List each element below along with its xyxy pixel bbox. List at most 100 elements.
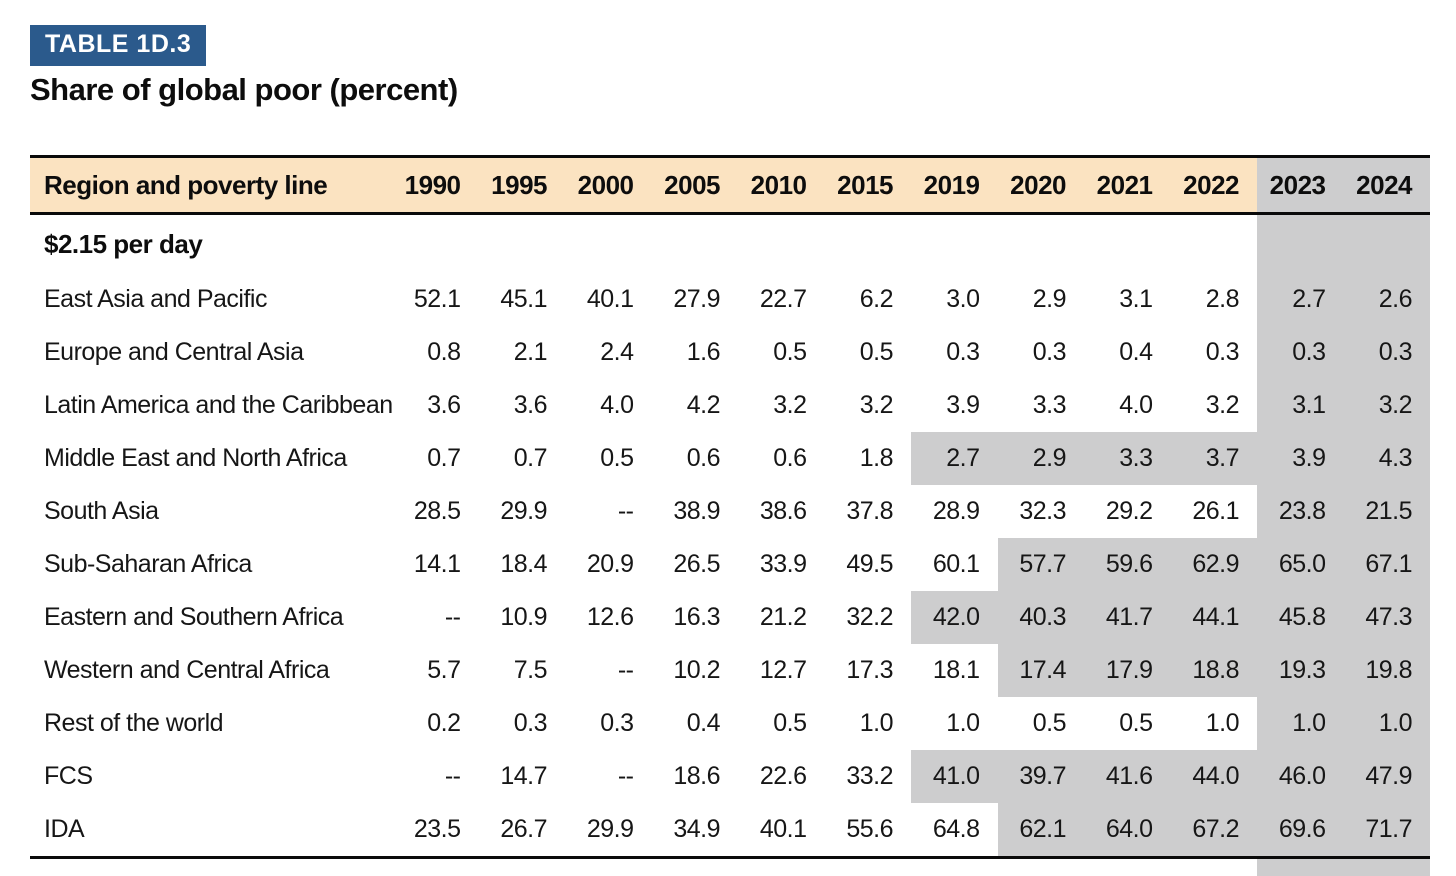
value-cell: 0.2 [427,709,461,737]
column-header-year: 1990 [392,156,479,215]
value-cell: 18.4 [500,550,547,578]
value-cell: 28.5 [413,497,461,525]
table-row: Western and Central Africa 5.7 7.5 -- 10.2 12… [30,644,1430,697]
value-cell: 1.6 [686,338,721,366]
column-header-year: 2023 [1257,156,1344,215]
value-cell: 29.9 [500,497,547,525]
value-cell: 0.3 [600,709,634,737]
value-cell: 26.1 [1192,497,1239,525]
column-header-year: 2021 [1084,156,1171,215]
row-label: Western and Central Africa [44,656,330,684]
share-of-global-poor-table: Region and poverty line 1990 1995 2000 2005… [30,155,1430,859]
value-cell: 0.5 [773,338,807,366]
value-cell: 0.5 [1119,709,1153,737]
value-cell: 64.0 [1084,803,1171,858]
value-cell: 0.4 [1119,338,1153,366]
value-cell: 47.9 [1343,750,1430,803]
value-cell: 44.0 [1170,750,1257,803]
value-cell: 40.1 [759,815,807,843]
value-cell: 33.9 [759,550,807,578]
value-cell: 39.7 [997,750,1084,803]
section-header-poverty-line: $2.15 per day [44,228,203,259]
empty-cell [565,214,652,274]
value-cell: 3.2 [859,391,894,419]
value-cell: 0.3 [513,709,548,737]
value-cell: 22.6 [759,762,807,790]
value-cell: 45.1 [500,285,547,313]
value-cell: 0.3 [1032,338,1067,366]
table-row: Rest of the world 0.2 0.3 0.3 0.4 0.5 1.0 1.0 0.… [30,697,1430,750]
value-cell: 6.2 [859,285,894,313]
value-cell: 2.9 [1032,285,1067,313]
value-cell: 37.8 [846,497,893,525]
value-cell: 17.9 [1084,644,1171,697]
table-row: Sub-Saharan Africa 14.1 18.4 20.9 26.5 33.9 49… [30,538,1430,591]
value-cell: 12.7 [759,656,807,684]
value-cell: 1.0 [859,709,894,737]
value-cell: 3.1 [1119,285,1153,313]
value-cell: 3.6 [427,391,461,419]
value-cell: 4.3 [1343,432,1430,485]
table-row: East Asia and Pacific 52.1 45.1 40.1 27.9 22.… [30,273,1430,326]
column-header-year: 2000 [565,156,652,215]
value-cell: 0.7 [513,444,548,472]
empty-cell [1084,214,1171,274]
value-cell: 69.6 [1257,803,1344,858]
value-cell: 26.7 [500,815,547,843]
empty-cell [1343,213,1430,273]
value-cell: 59.6 [1084,538,1171,591]
value-cell: 3.7 [1170,432,1257,485]
value-cell: 18.6 [673,762,720,790]
row-label: Rest of the world [44,709,224,737]
value-cell: 0.5 [1032,709,1067,737]
value-cell: 2.7 [911,432,998,485]
value-cell: 40.1 [586,285,634,313]
column-header-year: 2020 [997,156,1084,215]
value-cell: -- [617,762,634,790]
table-row: Middle East and North Africa 0.7 0.7 0.5 0.6… [30,432,1430,485]
row-label: South Asia [44,497,159,525]
value-cell: 60.1 [932,550,980,578]
value-cell: 44.1 [1170,591,1257,644]
value-cell: 64.8 [932,815,980,843]
row-label: IDA [44,815,85,843]
value-cell: 10.9 [500,603,547,631]
value-cell: 38.6 [759,497,807,525]
value-cell: 23.5 [413,815,461,843]
column-header-year: 2010 [738,156,825,215]
empty-cell [479,214,566,274]
empty-cell [911,214,998,274]
value-cell: 0.3 [946,338,980,366]
value-cell: -- [444,762,461,790]
value-cell: 28.9 [932,497,980,525]
value-cell: 47.3 [1343,591,1430,644]
value-cell: 18.1 [932,656,980,684]
value-cell: 3.1 [1257,379,1344,432]
value-cell: 0.3 [1205,338,1240,366]
row-label: Europe and Central Asia [44,338,304,366]
section-row: $2.15 per day [30,213,1430,274]
empty-cell [1257,213,1344,273]
value-cell: 62.1 [997,803,1084,858]
value-cell: 62.9 [1170,538,1257,591]
value-cell: 0.5 [773,709,807,737]
value-cell: 2.6 [1343,273,1430,326]
column-header-year: 2019 [911,156,998,215]
value-cell: 29.2 [1105,497,1153,525]
empty-cell [652,214,739,274]
column-header-year: 1995 [478,156,565,215]
table-row: IDA 23.5 26.7 29.9 34.9 40.1 55.6 64.8 62.1 64.0 6… [30,803,1430,858]
value-cell: 29.9 [586,815,634,843]
row-label: FCS [44,762,93,790]
value-cell: 41.7 [1084,591,1171,644]
value-cell: 0.6 [686,444,721,472]
value-cell: 2.8 [1205,285,1240,313]
value-cell: 32.2 [846,603,893,631]
value-cell: 12.6 [586,603,634,631]
page-title: Share of global poor (percent) [30,72,458,107]
value-cell: 4.0 [600,391,634,419]
value-cell: 22.7 [759,285,807,313]
value-cell: 2.7 [1257,273,1344,326]
row-label: Eastern and Southern Africa [44,603,344,631]
